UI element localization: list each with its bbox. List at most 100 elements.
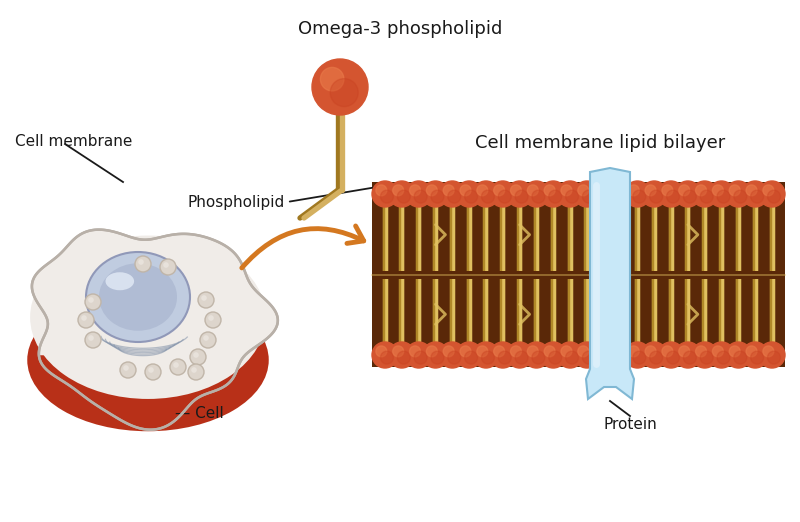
Circle shape (695, 346, 706, 357)
Circle shape (611, 346, 622, 357)
Circle shape (506, 342, 533, 368)
Circle shape (381, 351, 394, 364)
Circle shape (456, 181, 482, 207)
Circle shape (582, 190, 595, 203)
Circle shape (532, 190, 545, 203)
Circle shape (431, 190, 444, 203)
Circle shape (494, 185, 505, 196)
Polygon shape (32, 230, 278, 430)
Circle shape (726, 181, 751, 207)
Circle shape (616, 351, 629, 364)
Circle shape (675, 181, 701, 207)
Circle shape (145, 364, 161, 380)
Circle shape (490, 181, 516, 207)
Circle shape (208, 315, 214, 321)
Circle shape (498, 351, 511, 364)
Circle shape (759, 342, 785, 368)
Circle shape (746, 346, 757, 357)
Circle shape (456, 342, 482, 368)
Circle shape (473, 181, 499, 207)
Circle shape (198, 292, 214, 308)
Circle shape (398, 190, 410, 203)
Circle shape (763, 346, 774, 357)
Circle shape (393, 346, 404, 357)
Circle shape (633, 351, 646, 364)
Circle shape (561, 185, 572, 196)
Circle shape (439, 342, 466, 368)
Circle shape (607, 342, 634, 368)
Circle shape (321, 67, 344, 91)
Circle shape (414, 351, 427, 364)
Circle shape (578, 346, 589, 357)
Circle shape (549, 351, 562, 364)
Circle shape (381, 190, 394, 203)
Circle shape (88, 297, 94, 303)
Circle shape (510, 185, 522, 196)
Circle shape (460, 185, 471, 196)
Circle shape (389, 342, 415, 368)
Circle shape (726, 342, 751, 368)
Circle shape (163, 262, 169, 268)
Circle shape (582, 351, 595, 364)
Circle shape (763, 185, 774, 196)
Circle shape (717, 351, 730, 364)
Circle shape (460, 346, 471, 357)
Circle shape (675, 342, 701, 368)
Circle shape (160, 259, 176, 275)
Circle shape (594, 346, 606, 357)
Circle shape (578, 185, 589, 196)
Circle shape (527, 185, 538, 196)
Circle shape (544, 185, 555, 196)
Ellipse shape (99, 263, 177, 331)
Circle shape (742, 181, 768, 207)
Circle shape (695, 185, 706, 196)
Circle shape (482, 190, 494, 203)
Circle shape (616, 190, 629, 203)
Circle shape (678, 185, 690, 196)
Circle shape (422, 342, 449, 368)
Circle shape (683, 351, 696, 364)
Circle shape (473, 342, 499, 368)
Circle shape (205, 312, 221, 328)
Circle shape (734, 351, 746, 364)
Circle shape (624, 181, 650, 207)
Circle shape (448, 351, 461, 364)
Circle shape (498, 190, 511, 203)
Circle shape (557, 181, 583, 207)
Circle shape (330, 79, 358, 106)
Circle shape (523, 342, 550, 368)
Circle shape (645, 185, 656, 196)
Circle shape (85, 294, 101, 310)
Circle shape (658, 181, 684, 207)
Circle shape (490, 342, 516, 368)
Text: Cell membrane: Cell membrane (15, 135, 132, 149)
Circle shape (523, 181, 550, 207)
Circle shape (730, 185, 740, 196)
Circle shape (650, 190, 662, 203)
Circle shape (372, 342, 398, 368)
Circle shape (376, 346, 387, 357)
Circle shape (426, 185, 438, 196)
Circle shape (406, 342, 432, 368)
Circle shape (566, 190, 578, 203)
Circle shape (767, 351, 781, 364)
Circle shape (692, 342, 718, 368)
Circle shape (203, 335, 209, 341)
Text: — Cell: — Cell (175, 407, 224, 421)
Circle shape (713, 346, 723, 357)
Circle shape (574, 342, 600, 368)
Circle shape (389, 181, 415, 207)
Circle shape (188, 364, 204, 380)
Circle shape (642, 181, 667, 207)
Circle shape (599, 351, 612, 364)
Circle shape (607, 181, 634, 207)
Circle shape (666, 351, 679, 364)
Circle shape (566, 351, 578, 364)
Circle shape (85, 332, 101, 348)
Circle shape (590, 342, 617, 368)
Circle shape (426, 346, 438, 357)
Circle shape (713, 185, 723, 196)
Circle shape (666, 190, 679, 203)
Text: Cell membrane lipid bilayer: Cell membrane lipid bilayer (475, 134, 725, 152)
Circle shape (515, 190, 528, 203)
